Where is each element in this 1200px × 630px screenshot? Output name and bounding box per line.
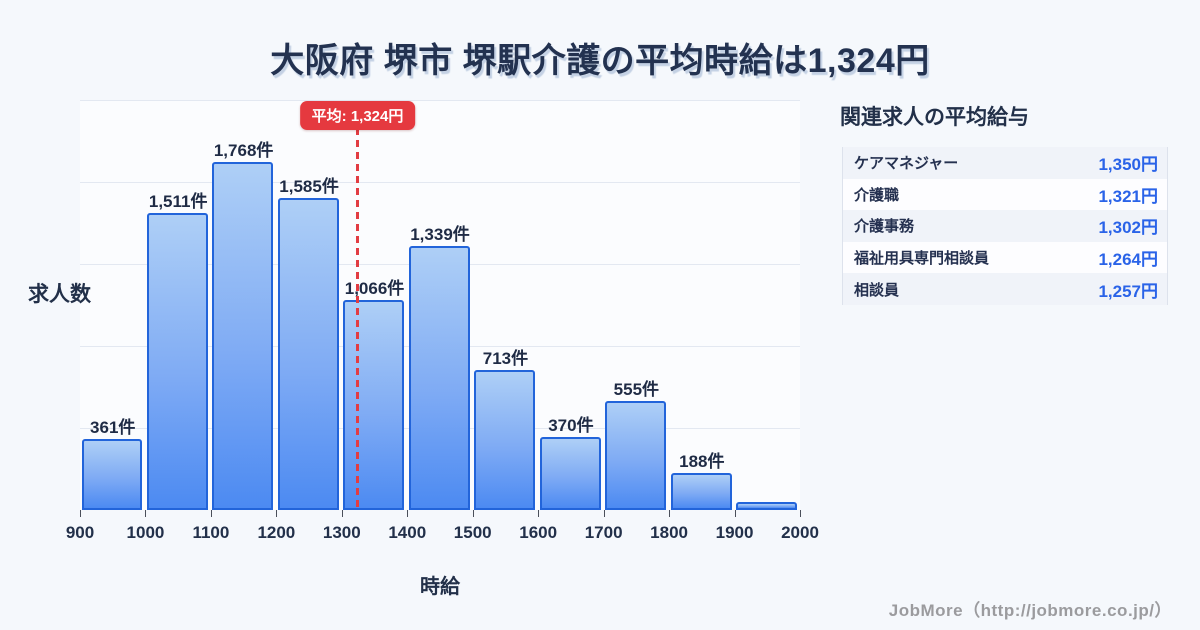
x-tick: [276, 510, 278, 517]
average-line: [356, 128, 360, 510]
histogram-bar: [81, 438, 143, 510]
x-tick: [603, 510, 605, 517]
bar-value-label: 188件: [679, 451, 725, 471]
bar-value-label: 1,511件: [148, 191, 208, 211]
gridline: [80, 182, 800, 183]
job-title-label: 相談員: [854, 281, 900, 299]
x-tick-label: 1400: [388, 523, 427, 542]
bar-value-label: 1,339件: [410, 225, 470, 245]
histogram-bar: [408, 246, 470, 510]
histogram-bar: [146, 212, 208, 510]
histogram-bar: [212, 162, 274, 510]
x-tick: [210, 510, 212, 517]
histogram-bar: [605, 400, 667, 510]
x-tick-label: 2000: [781, 523, 819, 542]
x-tick: [472, 510, 474, 517]
bar-value-label: 1,768件: [213, 141, 274, 160]
job-title-label: 介護職: [854, 186, 900, 204]
x-tick-label: 1900: [715, 523, 754, 542]
x-tick-label: 1600: [519, 523, 558, 542]
x-tick: [734, 510, 736, 517]
y-axis-label: 求人数: [28, 283, 91, 306]
bar-value-label: 1,585件: [279, 177, 339, 197]
salary-value: 1,302円: [1098, 218, 1158, 238]
x-axis-label: 時給: [420, 576, 460, 598]
related-jobs-salary-table: ケアマネジャー 1,350円介護職 1,321円介護事務 1,302円福祉用具専門相談…: [842, 147, 1168, 305]
x-tick: [669, 510, 671, 517]
histogram-bar: [736, 502, 797, 510]
average-badge: 平均: 1,324円: [299, 101, 416, 130]
job-title-label: 福祉用具専門相談員: [854, 250, 990, 268]
job-title-label: 介護事務: [854, 218, 915, 236]
bar-value-label: 555件: [613, 379, 660, 399]
x-tick: [341, 510, 343, 517]
x-tick-label: 1200: [257, 523, 296, 542]
histogram-bar: [343, 300, 405, 510]
bar-value-label: 370件: [548, 416, 594, 436]
x-tick-label: 1300: [322, 523, 361, 542]
salary-value: 1,321円: [1098, 186, 1158, 206]
table-row: 介護事務 1,302円: [843, 210, 1167, 242]
bar-value-label: 361件: [90, 417, 136, 437]
bar-value-label: 1,066件: [344, 279, 405, 299]
x-tick: [538, 510, 540, 517]
table-row: 福祉用具専門相談員 1,264円: [843, 241, 1167, 274]
side-panel-heading: 関連求人の平均給与: [840, 106, 1029, 129]
x-tick: [407, 510, 409, 517]
x-tick-label: 1500: [453, 523, 492, 542]
x-tick: [80, 510, 81, 517]
salary-value: 1,264円: [1098, 250, 1158, 270]
job-title-label: ケアマネジャー: [854, 155, 959, 173]
histogram-bar: [670, 472, 732, 510]
gridline: [80, 100, 800, 101]
table-row: 相談員 1,257円: [843, 273, 1167, 305]
bar-value-label: 713件: [482, 348, 529, 368]
histogram-bar: [474, 369, 536, 510]
x-tick: [145, 510, 147, 517]
salary-value: 1,350円: [1098, 155, 1158, 175]
salary-value: 1,257円: [1098, 281, 1158, 301]
x-tick-label: 1000: [126, 523, 165, 542]
histogram-bar: [277, 198, 339, 510]
x-tick: [800, 510, 801, 517]
table-row: 介護職 1,321円: [843, 178, 1167, 211]
x-tick-label: 1100: [192, 523, 230, 542]
x-tick-label: 1700: [584, 523, 623, 542]
x-tick-label: 1800: [650, 523, 688, 542]
page-title: 大阪府 堺市 堺駅介護の平均時給は1,324円: [270, 42, 930, 80]
histogram-bar: [539, 437, 601, 510]
x-tick-label: 900: [65, 523, 95, 542]
table-row: ケアマネジャー 1,350円: [843, 147, 1167, 179]
footer-credit: JobMore（http://jobmore.co.jp/）: [888, 601, 1172, 620]
